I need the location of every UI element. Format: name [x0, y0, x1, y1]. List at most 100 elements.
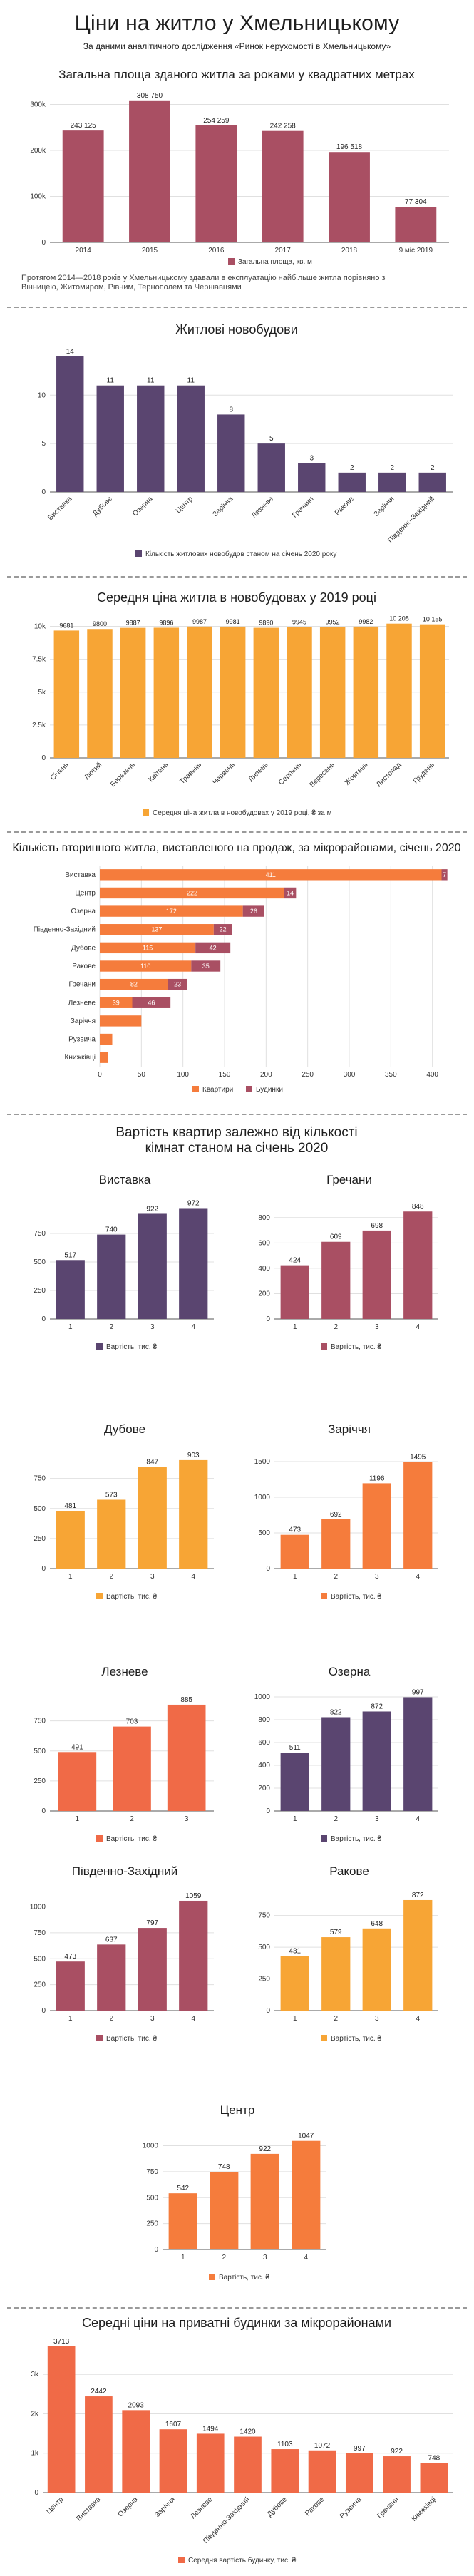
legend-swatch: [192, 1086, 199, 1092]
x-tick-label: 3: [263, 2254, 267, 2262]
x-tick-label: Дубове: [91, 494, 114, 518]
y-tick-label: 600: [258, 1239, 270, 1247]
x-tick-label: 50: [138, 1071, 146, 1079]
y-tick-label: 10: [38, 391, 46, 399]
data-label: 2: [350, 464, 354, 472]
bar: [62, 130, 104, 242]
bar: [129, 100, 170, 242]
x-tick-label: 250: [302, 1071, 314, 1079]
data-label: 740: [105, 1226, 118, 1234]
x-tick-label: 1: [76, 1815, 80, 1823]
bar: [287, 627, 312, 758]
x-tick-label: 2018: [341, 247, 358, 255]
x-tick-label: 1: [68, 1573, 73, 1581]
bar: [138, 1213, 167, 1319]
bar: [137, 385, 165, 492]
y-tick-label: 0: [41, 1315, 46, 1323]
bar: [187, 626, 212, 758]
data-label: 491: [71, 1743, 83, 1751]
bar-apartments: [100, 942, 196, 954]
bar-houses: [195, 942, 231, 954]
bar-apartments: [100, 997, 133, 1008]
chart-private-houses: Середні ціни на приватні будинки за мікр…: [31, 2316, 453, 2565]
bar: [418, 472, 446, 492]
y-tick-label: Південно-Західний: [34, 926, 96, 934]
bar: [53, 630, 80, 758]
data-label: 77 304: [405, 198, 427, 206]
bar: [220, 626, 246, 758]
y-tick-label: 200: [258, 1785, 270, 1792]
x-tick-label: 4: [191, 1323, 195, 1331]
data-label: 847: [146, 1458, 158, 1466]
x-tick-label: Серпень: [277, 761, 303, 786]
y-tick-label: 1k: [31, 2450, 39, 2458]
y-tick-label: 500: [34, 1505, 46, 1513]
data-label: 1072: [314, 2442, 331, 2450]
x-tick-label: 9 міс 2019: [399, 247, 433, 255]
y-tick-label: 750: [34, 1230, 46, 1238]
x-tick-label: Ракове: [304, 2495, 326, 2518]
x-tick-label: 4: [416, 1323, 420, 1331]
data-label: 9896: [159, 619, 173, 626]
bar: [419, 624, 445, 758]
bar-apartments: [100, 905, 243, 917]
chart-title: Вартість квартир залежно від кількості: [115, 1125, 357, 1140]
y-tick-label: 0: [266, 1565, 270, 1573]
bar-houses: [242, 905, 264, 917]
divider: [7, 307, 467, 308]
data-label: 573: [105, 1491, 118, 1499]
bar: [138, 1467, 167, 1569]
x-tick-label: Дубове: [265, 2495, 289, 2518]
data-label: 222: [187, 889, 197, 896]
x-tick-label: 150: [219, 1071, 231, 1079]
y-tick-label: Рузвича: [68, 1036, 96, 1044]
bar: [321, 1937, 351, 2011]
legend-label: Вартість, тис. ₴: [106, 1835, 157, 1843]
data-label: 137: [151, 926, 162, 933]
bar: [47, 2346, 76, 2493]
chart-title: Середня ціна житла в новобудовах у 2019 …: [97, 590, 376, 605]
bar: [168, 2193, 197, 2249]
data-label: 609: [330, 1233, 342, 1241]
data-label: 243 125: [71, 122, 97, 130]
legend-label: Середня вартість будинку, тис. ₴: [188, 2556, 297, 2565]
data-label: 110: [140, 963, 150, 970]
y-tick-label: 300k: [30, 101, 46, 108]
bar: [262, 130, 304, 242]
legend-label: Середня ціна житла в новобудовах у 2019 …: [153, 809, 332, 817]
y-tick-label: 1500: [254, 1458, 271, 1466]
bar: [292, 2140, 321, 2249]
bar-apartments: [100, 1052, 108, 1063]
x-tick-label: Квітень: [148, 761, 170, 784]
bar-apartments: [100, 924, 214, 935]
y-tick-label: Ракове: [72, 963, 96, 970]
x-tick-label: Ракове: [334, 495, 356, 517]
data-label: 748: [218, 2163, 230, 2171]
y-tick-label: 1000: [254, 1494, 271, 1502]
bar: [362, 1711, 391, 1811]
y-tick-label: 0: [41, 1807, 46, 1815]
data-label: 542: [177, 2185, 189, 2192]
page-title: Ціни на житло у Хмельницькому: [74, 11, 400, 35]
bar: [97, 1944, 126, 2011]
x-tick-label: 3: [375, 1815, 379, 1823]
data-label: 822: [330, 1708, 342, 1716]
x-tick-label: 3: [375, 1573, 379, 1581]
bar: [195, 125, 237, 242]
x-tick-label: Південно-Західний: [386, 495, 436, 545]
x-tick-label: 1: [293, 1573, 297, 1581]
y-tick-label: Озерна: [71, 908, 96, 915]
chart-title: Дубове: [104, 1422, 145, 1436]
x-tick-label: Гречани: [376, 2495, 400, 2520]
data-label: 997: [412, 1688, 424, 1696]
legend-swatch: [321, 1835, 327, 1842]
data-label: 692: [330, 1511, 342, 1519]
x-tick-label: 3: [375, 1323, 379, 1331]
x-tick-label: 2017: [275, 247, 292, 255]
bar-apartments: [100, 887, 284, 899]
y-tick-label: 500: [34, 1955, 46, 1963]
data-label: 9890: [259, 620, 273, 627]
y-tick-label: 600: [258, 1739, 270, 1747]
bar: [257, 443, 285, 492]
x-tick-label: 1: [181, 2254, 185, 2262]
